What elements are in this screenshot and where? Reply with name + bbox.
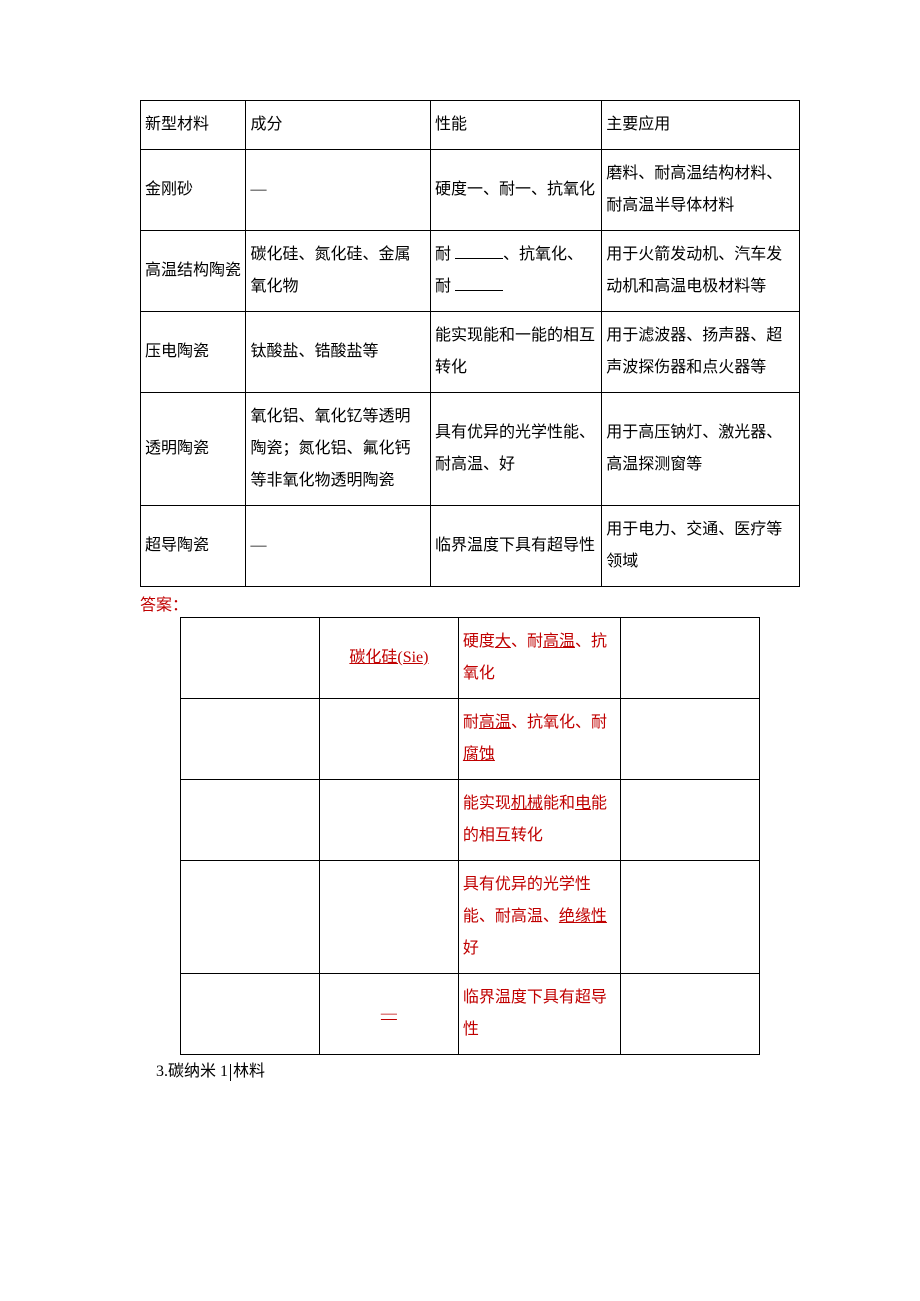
cell bbox=[319, 699, 458, 780]
header-cell: 性能 bbox=[430, 101, 601, 150]
materials-table: 新型材料 成分 性能 主要应用 金刚砂 — 硬度一、耐一、抗氧化 磨料、耐高温结… bbox=[140, 100, 800, 587]
cell-material: 金刚砂 bbox=[141, 150, 246, 231]
text-fragment: 好 bbox=[463, 940, 479, 957]
vertical-line-icon bbox=[230, 1064, 231, 1082]
fill-blank bbox=[455, 276, 503, 291]
table-row: — 临界温度下具有超导性 bbox=[181, 974, 760, 1055]
cell-composition: 碳化硅、氮化硅、金属氧化物 bbox=[246, 231, 431, 312]
cell bbox=[181, 780, 320, 861]
answer-underlined: 大 bbox=[495, 633, 511, 650]
footer-text: 3.碳纳米 1 林料 bbox=[140, 1057, 800, 1081]
answer-table-wrap: 碳化硅(Sie) 硬度大、耐高温、抗氧化 耐高温、抗氧化、耐腐蚀 能实现机械能和… bbox=[140, 617, 800, 1055]
table-row: 高温结构陶瓷 碳化硅、氮化硅、金属氧化物 耐 、抗氧化、耐 用于火箭发动机、汽车… bbox=[141, 231, 800, 312]
text-fragment: 耐 bbox=[435, 246, 455, 263]
answer-underlined: 高温 bbox=[479, 714, 511, 731]
cell bbox=[621, 618, 760, 699]
text-fragment: 林料 bbox=[233, 1063, 265, 1080]
cell-application: 用于滤波器、扬声器、超声波探伤器和点火器等 bbox=[602, 312, 800, 393]
answer-underlined: 腐蚀 bbox=[463, 746, 495, 763]
table-row: 能实现机械能和电能的相互转化 bbox=[181, 780, 760, 861]
cell bbox=[181, 618, 320, 699]
table-row: 超导陶瓷 — 临界温度下具有超导性 用于电力、交通、医疗等领域 bbox=[141, 506, 800, 587]
text-fragment: 、抗氧化、耐 bbox=[511, 714, 607, 731]
text-fragment: 能和 bbox=[543, 795, 575, 812]
cell bbox=[181, 699, 320, 780]
cell: 临界温度下具有超导性 bbox=[458, 974, 620, 1055]
cell-property: 能实现能和一能的相互转化 bbox=[430, 312, 601, 393]
cell: 耐高温、抗氧化、耐腐蚀 bbox=[458, 699, 620, 780]
document-page: 新型材料 成分 性能 主要应用 金刚砂 — 硬度一、耐一、抗氧化 磨料、耐高温结… bbox=[0, 0, 920, 1161]
cell bbox=[319, 780, 458, 861]
cell bbox=[319, 861, 458, 974]
fill-blank bbox=[455, 244, 503, 259]
cell-composition: 氧化铝、氧化钇等透明陶瓷；氮化铝、氟化钙等非氧化物透明陶瓷 bbox=[246, 393, 431, 506]
table-row: 具有优异的光学性能、耐高温、绝缘性好 bbox=[181, 861, 760, 974]
cell-property: 硬度一、耐一、抗氧化 bbox=[430, 150, 601, 231]
header-cell: 成分 bbox=[246, 101, 431, 150]
text-fragment: 、耐 bbox=[511, 633, 543, 650]
header-cell: 主要应用 bbox=[602, 101, 800, 150]
cell-material: 透明陶瓷 bbox=[141, 393, 246, 506]
cell-composition: 钛酸盐、锆酸盐等 bbox=[246, 312, 431, 393]
table-row: 压电陶瓷 钛酸盐、锆酸盐等 能实现能和一能的相互转化 用于滤波器、扬声器、超声波… bbox=[141, 312, 800, 393]
answer-underlined: 绝缘性 bbox=[559, 908, 607, 925]
cell: 能实现机械能和电能的相互转化 bbox=[458, 780, 620, 861]
answer-underlined: 碳化硅(Sie) bbox=[349, 649, 428, 666]
cell-composition: — bbox=[246, 150, 431, 231]
cell: 碳化硅(Sie) bbox=[319, 618, 458, 699]
cell bbox=[621, 780, 760, 861]
answer-underlined: 高温 bbox=[543, 633, 575, 650]
text-fragment: 能实现 bbox=[463, 795, 511, 812]
cell-material: 高温结构陶瓷 bbox=[141, 231, 246, 312]
cell-property: 具有优异的光学性能、耐高温、好 bbox=[430, 393, 601, 506]
answer-underlined: 机械 bbox=[511, 795, 543, 812]
cell bbox=[621, 861, 760, 974]
cell-composition: — bbox=[246, 506, 431, 587]
cell: 硬度大、耐高温、抗氧化 bbox=[458, 618, 620, 699]
cell: — bbox=[319, 974, 458, 1055]
cell-application: 用于高压钠灯、激光器、高温探测窗等 bbox=[602, 393, 800, 506]
cell-application: 磨料、耐高温结构材料、耐高温半导体材料 bbox=[602, 150, 800, 231]
cell-application: 用于火箭发动机、汽车发动机和高温电极材料等 bbox=[602, 231, 800, 312]
cell-material: 压电陶瓷 bbox=[141, 312, 246, 393]
cell-application: 用于电力、交通、医疗等领域 bbox=[602, 506, 800, 587]
text-fragment: 硬度 bbox=[463, 633, 495, 650]
cell-property: 临界温度下具有超导性 bbox=[430, 506, 601, 587]
answer-label: 答案： bbox=[140, 591, 800, 615]
answer-underlined: 电 bbox=[575, 795, 591, 812]
cell bbox=[181, 974, 320, 1055]
text-fragment: 3.碳纳米 1 bbox=[156, 1063, 228, 1080]
table-row: 金刚砂 — 硬度一、耐一、抗氧化 磨料、耐高温结构材料、耐高温半导体材料 bbox=[141, 150, 800, 231]
cell-property: 耐 、抗氧化、耐 bbox=[430, 231, 601, 312]
header-cell: 新型材料 bbox=[141, 101, 246, 150]
cell bbox=[621, 974, 760, 1055]
table-row: 碳化硅(Sie) 硬度大、耐高温、抗氧化 bbox=[181, 618, 760, 699]
cell: 具有优异的光学性能、耐高温、绝缘性好 bbox=[458, 861, 620, 974]
cell-material: 超导陶瓷 bbox=[141, 506, 246, 587]
table-row: 透明陶瓷 氧化铝、氧化钇等透明陶瓷；氮化铝、氟化钙等非氧化物透明陶瓷 具有优异的… bbox=[141, 393, 800, 506]
answer-table: 碳化硅(Sie) 硬度大、耐高温、抗氧化 耐高温、抗氧化、耐腐蚀 能实现机械能和… bbox=[180, 617, 760, 1055]
table-row: 耐高温、抗氧化、耐腐蚀 bbox=[181, 699, 760, 780]
text-fragment: 耐 bbox=[463, 714, 479, 731]
cell bbox=[621, 699, 760, 780]
cell bbox=[181, 861, 320, 974]
table-header-row: 新型材料 成分 性能 主要应用 bbox=[141, 101, 800, 150]
answer-underlined: — bbox=[381, 1005, 397, 1022]
